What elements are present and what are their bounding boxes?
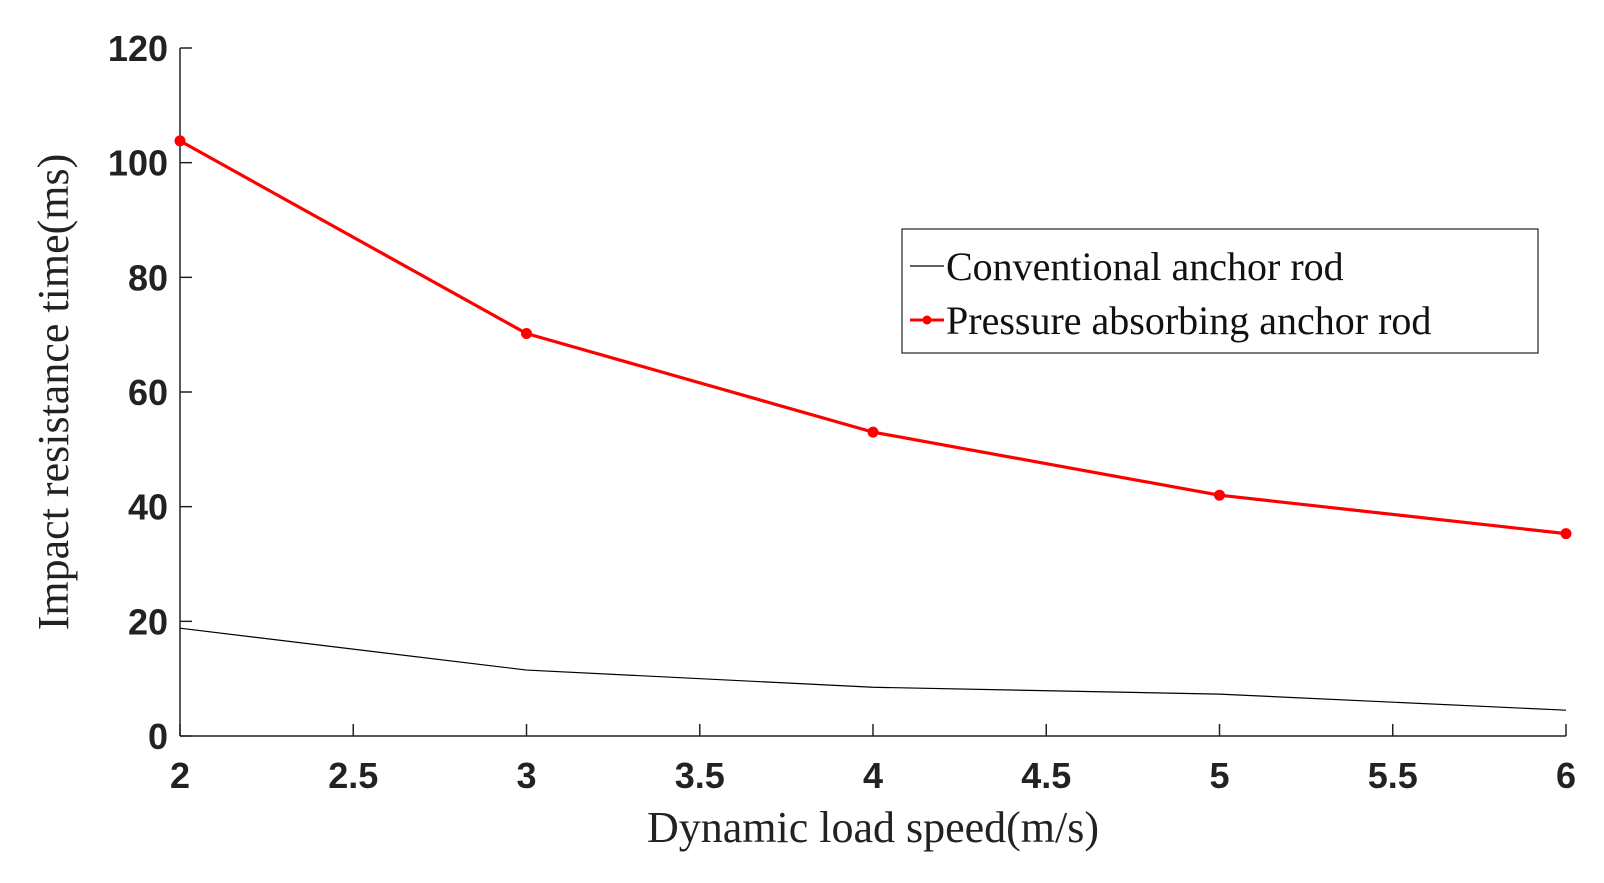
x-tick-label: 3.5: [675, 755, 725, 796]
legend-label-pressure: Pressure absorbing anchor rod: [946, 298, 1431, 343]
data-point-pressure-absorbing-anchor-rod: [1560, 528, 1572, 540]
x-axis-title: Dynamic load speed(m/s): [647, 803, 1099, 852]
x-tick-label: 5: [1209, 755, 1229, 796]
legend-label-conventional: Conventional anchor rod: [946, 244, 1344, 289]
series-line-conventional-anchor-rod: [179, 627, 1567, 711]
x-tick-label: 4: [863, 755, 883, 796]
y-ticks: 0 20 40 60 80 100 120: [108, 28, 192, 757]
data-point-pressure-absorbing-anchor-rod: [521, 328, 532, 340]
x-tick-label: 6: [1556, 755, 1576, 796]
x-ticks: 2 2.5 3 3.5 4 4.5 5 5.5 6: [170, 724, 1576, 796]
y-axis-title: Impact resistance time(ms): [29, 154, 78, 630]
legend-marker-pressure: [922, 315, 932, 325]
x-tick-label: 2: [170, 755, 190, 796]
x-tick-label: 2.5: [328, 755, 378, 796]
x-tick-label: 3: [516, 755, 536, 796]
data-point-pressure-absorbing-anchor-rod: [174, 135, 186, 147]
y-tick-label: 80: [128, 257, 168, 298]
data-point-pressure-absorbing-anchor-rod: [1214, 489, 1225, 501]
data-point-pressure-absorbing-anchor-rod: [867, 426, 879, 438]
y-tick-label: 60: [128, 372, 168, 413]
y-tick-label: 0: [148, 716, 168, 757]
legend-box: [901, 228, 1539, 354]
series-layer: [174, 135, 1572, 711]
legend: Conventional anchor rod Pressure absorbi…: [901, 228, 1539, 354]
y-tick-label: 20: [128, 601, 168, 642]
y-tick-label: 100: [108, 143, 168, 184]
y-tick-label: 40: [128, 487, 168, 528]
x-tick-label: 4.5: [1021, 755, 1071, 796]
axes: [179, 48, 1566, 737]
y-tick-label: 120: [108, 28, 168, 69]
x-tick-label: 5.5: [1368, 755, 1418, 796]
